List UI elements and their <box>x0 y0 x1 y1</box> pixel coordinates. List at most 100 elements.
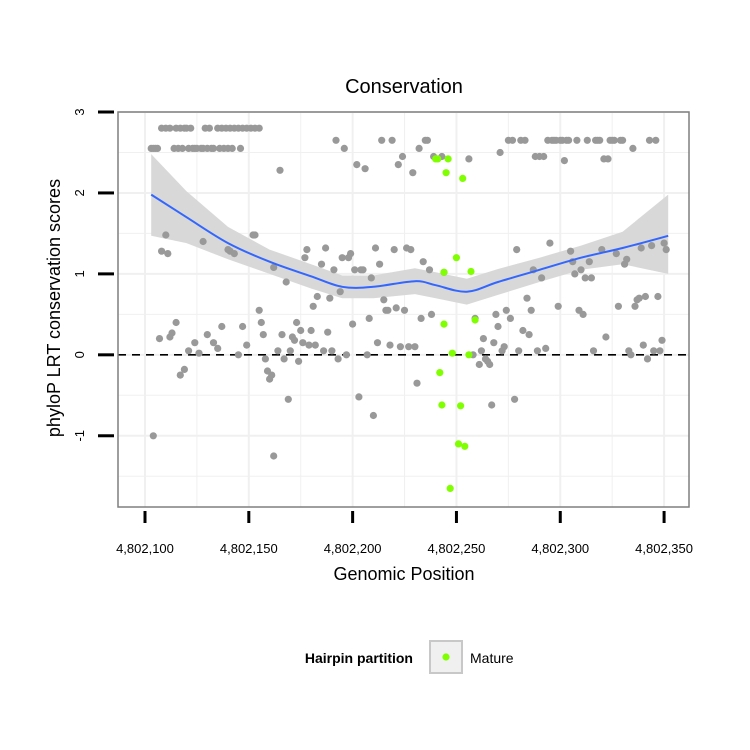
point-other <box>311 341 319 349</box>
point-mature <box>440 320 448 328</box>
x-tick-label: 4,802,350 <box>635 541 693 556</box>
point-mature <box>457 402 465 410</box>
point-other <box>209 339 218 347</box>
point-other <box>309 302 317 310</box>
point-other <box>612 250 620 258</box>
point-other <box>386 341 394 349</box>
x-axis: 4,802,100 4,802,150 4,802,200 4,802,250 4,80… <box>116 511 693 556</box>
point-other <box>255 306 263 314</box>
point-other <box>371 244 380 252</box>
point-other <box>230 250 238 258</box>
point-other <box>236 144 245 152</box>
point-other <box>303 246 311 254</box>
point-mature <box>471 316 479 324</box>
point-other <box>496 148 504 157</box>
y-tick-label: -1 <box>72 430 87 442</box>
point-other <box>259 331 267 339</box>
legend-key-mature <box>442 653 450 661</box>
point-other <box>365 314 373 322</box>
point-other <box>380 296 388 304</box>
point-other <box>494 322 502 331</box>
point-other <box>176 371 184 379</box>
point-mature <box>440 268 448 276</box>
point-other <box>164 250 172 258</box>
point-other <box>635 294 643 302</box>
smooth-curve <box>150 193 669 293</box>
point-other <box>261 355 269 363</box>
point-other <box>560 157 569 165</box>
point-other <box>367 274 375 282</box>
point-other <box>270 263 278 271</box>
point-other <box>417 314 425 322</box>
point-other <box>477 347 485 355</box>
point-other <box>540 152 548 161</box>
point-other <box>546 239 554 247</box>
point-other <box>278 331 286 339</box>
point-other <box>502 306 510 314</box>
point-other <box>409 169 417 177</box>
point-other <box>508 136 517 144</box>
point-other <box>538 274 546 282</box>
point-other <box>488 401 496 409</box>
x-tick-label: 4,802,200 <box>324 541 382 556</box>
point-other <box>191 339 199 347</box>
point-other <box>349 320 357 328</box>
point-other <box>347 250 355 258</box>
point-other <box>257 318 265 327</box>
point-other <box>641 292 650 301</box>
point-other <box>519 326 527 335</box>
point-other <box>320 347 328 355</box>
y-tick-label: 1 <box>72 270 87 277</box>
point-other <box>614 302 623 310</box>
point-other <box>407 246 415 254</box>
point-mature <box>459 174 467 182</box>
point-other <box>363 351 371 359</box>
point-other <box>419 258 427 266</box>
point-other <box>359 266 367 274</box>
point-other <box>465 155 473 163</box>
point-other <box>596 136 604 144</box>
point-other <box>326 294 334 302</box>
point-other <box>427 310 436 318</box>
point-other <box>652 136 660 144</box>
point-other <box>239 322 247 331</box>
smooth-line <box>150 193 669 293</box>
point-other <box>490 339 498 347</box>
point-other <box>515 347 523 355</box>
point-other <box>587 274 596 282</box>
point-other <box>149 432 157 440</box>
point-other <box>492 310 500 318</box>
point-mature <box>444 155 452 163</box>
x-tick-label: 4,802,300 <box>531 541 589 556</box>
point-other <box>378 136 386 144</box>
point-other <box>554 302 562 310</box>
series-mature-points <box>432 155 479 492</box>
point-other <box>650 347 658 355</box>
point-mature <box>436 369 444 377</box>
point-other <box>158 247 166 255</box>
point-other <box>324 328 332 336</box>
point-other <box>573 136 581 144</box>
point-other <box>187 124 195 132</box>
point-other <box>585 258 593 266</box>
point-other <box>629 144 637 152</box>
point-other <box>523 294 531 302</box>
point-other <box>355 393 363 401</box>
point-other <box>565 136 573 144</box>
point-other <box>274 347 282 355</box>
point-other <box>631 302 639 310</box>
point-other <box>334 355 342 363</box>
series-other-points <box>147 124 670 460</box>
point-mature <box>442 169 450 177</box>
point-mature <box>452 254 460 262</box>
point-other <box>398 152 407 161</box>
point-other <box>313 292 321 301</box>
point-other <box>218 322 226 331</box>
point-other <box>168 329 176 337</box>
point-other <box>610 136 618 144</box>
point-other <box>660 239 668 247</box>
point-other <box>394 161 402 169</box>
point-other <box>209 144 218 152</box>
point-other <box>384 306 392 314</box>
